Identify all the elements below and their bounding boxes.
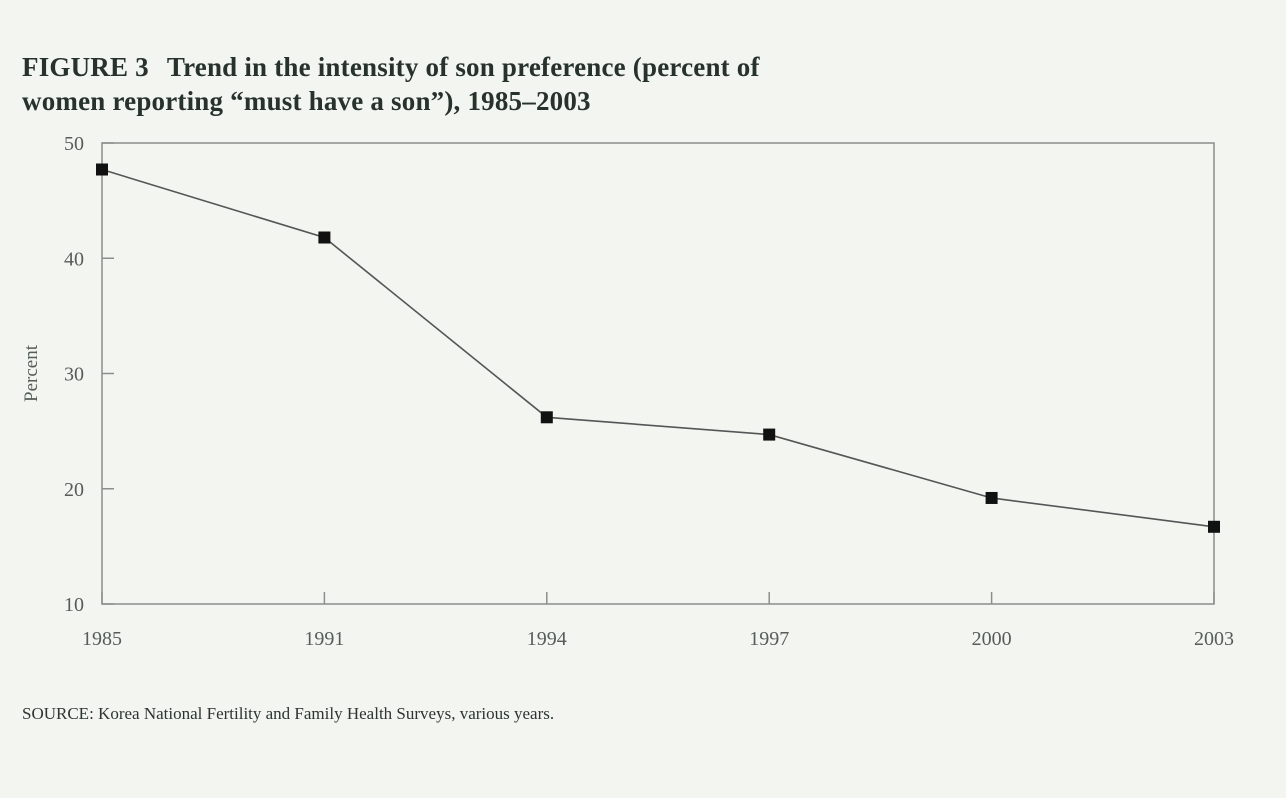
x-tick-label: 2003 [1194,628,1234,650]
x-tick-label: 1994 [527,628,567,650]
x-tick-label: 1991 [304,628,344,650]
y-tick-label: 50 [64,133,84,155]
y-tick-label: 40 [64,248,84,270]
data-point-1985 [96,163,108,176]
x-tick-label: 1985 [82,628,122,650]
chart-title: FIGURE 3 Trend in the intensity of son pr… [22,50,760,118]
x-tick-label: 1997 [749,628,789,650]
plot-frame [101,142,1215,605]
data-point-1994 [540,411,553,424]
y-tick-label: 10 [64,594,84,616]
data-point-2003 [1208,520,1220,533]
source-note: SOURCE: Korea National Fertility and Fam… [22,704,555,723]
figure-label: FIGURE 3 [22,52,149,82]
y-tick-label: 30 [64,364,84,386]
y-tick-label: 20 [64,479,84,501]
title-line-2: women reporting “must have a son”), 1985… [22,86,591,116]
x-tick-label: 2000 [972,628,1012,650]
data-point-2000 [985,491,998,504]
data-point-1997 [763,428,776,441]
title-line-1: Trend in the intensity of son preference… [166,52,760,82]
y-axis-label: Percent [21,344,42,402]
data-point-1991 [318,231,331,244]
series-line [101,168,1215,528]
